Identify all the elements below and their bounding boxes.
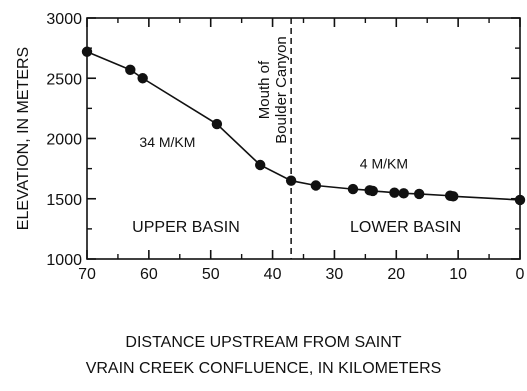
elevation-profile-line [86, 51, 521, 201]
x-tick-label: 20 [387, 266, 405, 283]
data-point [347, 183, 359, 195]
y-tick-label: 2000 [46, 132, 82, 149]
x-tick-label: 50 [202, 266, 220, 283]
y-axis-title: ELEVATION, IN METERS [15, 47, 32, 230]
data-point [81, 46, 93, 57]
data-point [211, 118, 223, 130]
data-point [367, 185, 378, 197]
data-point [413, 188, 425, 200]
annotation-label: LOWER BASIN [350, 219, 461, 236]
x-tick-label: 0 [516, 266, 525, 283]
annotation-label: 4 M/KM [360, 156, 408, 172]
x-axis-title-line: DISTANCE UPSTREAM FROM SAINT [125, 334, 401, 351]
data-point [310, 180, 322, 191]
data-point [398, 188, 409, 199]
data-point [389, 187, 400, 198]
data-point [137, 73, 148, 84]
y-tick-label: 1500 [46, 192, 82, 209]
annotation-label: 34 M/KM [139, 134, 195, 150]
boulder-canyon-label-line: Mouth of [256, 60, 273, 119]
x-axis-title-line: VRAIN CREEK CONFLUENCE, IN KILOMETERS [86, 360, 442, 377]
data-point [125, 64, 136, 76]
x-tick-label: 60 [140, 266, 158, 283]
series-layer [81, 46, 526, 206]
y-tick-label: 3000 [46, 11, 82, 28]
x-tick-label: 10 [449, 266, 467, 283]
data-point [514, 194, 526, 206]
x-tick-label: 30 [326, 266, 344, 283]
tick-layer [86, 17, 521, 260]
annotation-label: UPPER BASIN [132, 219, 240, 236]
data-point [255, 159, 266, 171]
boulder-canyon-label-line: Boulder Canyon [273, 36, 290, 144]
y-tick-label: 1000 [46, 252, 82, 269]
x-tick-label: 70 [78, 266, 96, 283]
y-tick-label: 2500 [46, 71, 82, 88]
x-tick-label: 40 [264, 266, 282, 283]
annotation-layer: Mouth of Boulder Canyon 34 M/KM 4 M/KM UPPER… [132, 18, 461, 259]
data-point [447, 191, 459, 202]
label-layer: 70 60 50 40 30 20 10 0 1000 1500 2000 2500 3000 ELEVA… [15, 11, 525, 377]
